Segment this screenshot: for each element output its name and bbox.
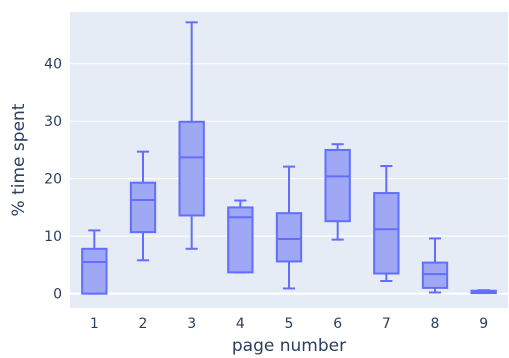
x-tick-label-2: 2 bbox=[139, 316, 148, 332]
x-axis-tick-labels: 1 2 3 4 5 6 7 8 9 bbox=[90, 316, 488, 332]
y-axis-tick-labels: 0 10 20 30 40 bbox=[44, 57, 62, 303]
box-7 bbox=[373, 165, 400, 282]
box-iqr-1 bbox=[81, 247, 108, 295]
box-6 bbox=[324, 143, 351, 241]
box-9 bbox=[470, 289, 497, 295]
box-5 bbox=[275, 165, 303, 290]
x-tick-label-7: 7 bbox=[382, 316, 391, 332]
x-tick-label-8: 8 bbox=[431, 316, 440, 332]
box-2 bbox=[129, 150, 157, 262]
box-iqr-7 bbox=[373, 192, 400, 275]
box-iqr-2 bbox=[129, 181, 157, 234]
box-series bbox=[81, 21, 497, 295]
x-tick-label-1: 1 bbox=[90, 316, 99, 332]
box-iqr-3 bbox=[178, 120, 205, 217]
box-iqr-4 bbox=[227, 206, 254, 274]
y-axis-title: % time spent bbox=[9, 103, 29, 216]
box-iqr-5 bbox=[275, 212, 303, 263]
box-1 bbox=[81, 229, 108, 295]
x-tick-label-5: 5 bbox=[285, 316, 294, 332]
x-tick-label-6: 6 bbox=[333, 316, 342, 332]
y-tick-label-30: 30 bbox=[44, 114, 62, 130]
y-tick-label-40: 40 bbox=[44, 57, 62, 73]
x-axis-title: page number bbox=[232, 336, 346, 356]
box-4 bbox=[227, 199, 254, 274]
y-tick-label-20: 20 bbox=[44, 172, 62, 188]
y-tick-label-10: 10 bbox=[44, 229, 62, 245]
x-tick-label-3: 3 bbox=[187, 316, 196, 332]
box-3 bbox=[178, 21, 205, 250]
x-tick-label-4: 4 bbox=[236, 316, 245, 332]
box-iqr-6 bbox=[324, 148, 351, 223]
box-8 bbox=[421, 237, 449, 294]
box-iqr-8 bbox=[421, 261, 449, 289]
x-tick-label-9: 9 bbox=[479, 316, 488, 332]
y-tick-label-0: 0 bbox=[53, 287, 62, 303]
